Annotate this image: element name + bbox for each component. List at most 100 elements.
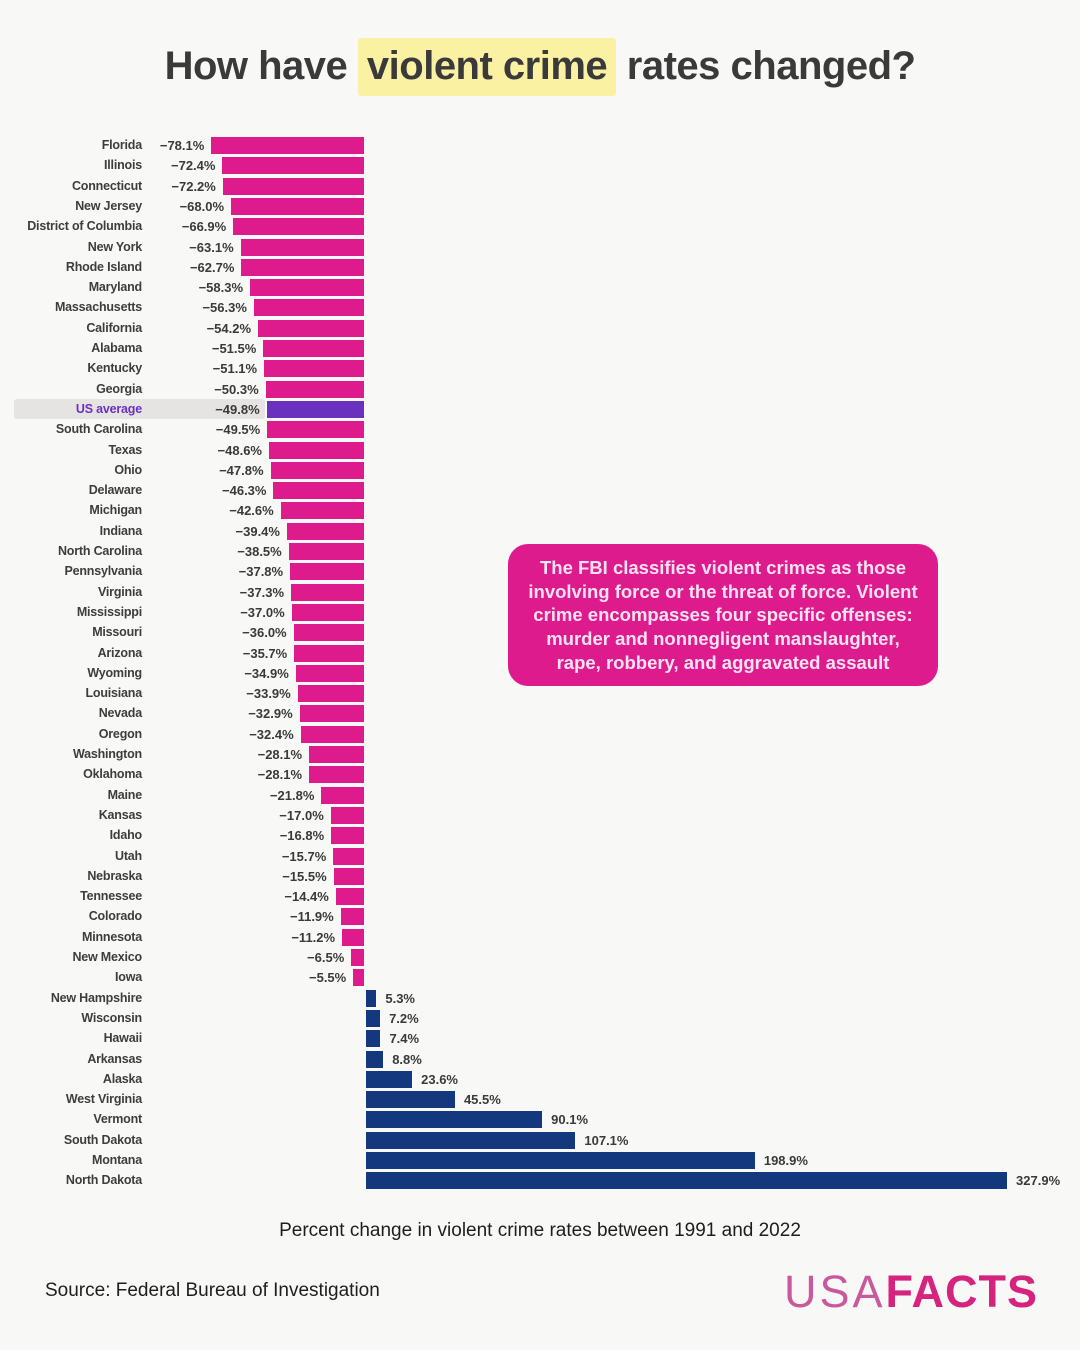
fbi-definition-text: The FBI classifies violent crimes as tho… <box>528 556 918 673</box>
bar-label: Indiana <box>99 523 143 538</box>
bar-label: Ohio <box>114 462 142 477</box>
bar <box>366 1009 381 1027</box>
bar-label: Florida <box>101 138 142 152</box>
bar-value-label: −56.3% <box>202 300 247 316</box>
bar-value-label: −32.4% <box>249 726 294 742</box>
bar-label: Arkansas <box>87 1051 142 1066</box>
bar-label: West Virginia <box>65 1092 142 1107</box>
bar <box>309 746 364 763</box>
bar-value-label: −72.4% <box>171 158 216 174</box>
bar-value-label: −34.9% <box>244 665 289 681</box>
bar-value-label: −21.8% <box>269 787 315 803</box>
bar-value-label: −37.0% <box>240 604 285 620</box>
bar <box>366 1172 1008 1190</box>
bar-label: New Mexico <box>72 950 142 964</box>
bar-label: Hawaii <box>103 1031 143 1046</box>
bar-label: Colorado <box>88 909 142 924</box>
bar-label: North Carolina <box>57 544 142 558</box>
bar <box>295 664 364 682</box>
bar-label: South Dakota <box>63 1132 142 1147</box>
bar-label: New Jersey <box>75 198 142 213</box>
bar-label: Connecticut <box>71 178 142 193</box>
bar-value-label: −63.1% <box>189 239 234 255</box>
bar-value-label: −28.1% <box>257 747 303 762</box>
bar-label: Georgia <box>96 381 142 396</box>
bar-value-label: −51.5% <box>211 341 257 356</box>
bar <box>331 827 364 845</box>
bar <box>330 806 364 824</box>
bar-label: Virginia <box>97 584 142 599</box>
bar <box>241 258 364 276</box>
bar-label: Nebraska <box>87 868 142 883</box>
bar-label: Texas <box>108 442 142 457</box>
bar-value-label: −38.5% <box>237 544 282 559</box>
title-suffix: rates changed? <box>616 44 916 88</box>
bar-value-label: −32.9% <box>248 706 293 722</box>
bar <box>291 583 364 601</box>
bar-label: Tennessee <box>80 889 142 904</box>
bar-value-label: −50.3% <box>214 381 259 397</box>
bar-value-label: −6.5% <box>307 950 345 965</box>
bar-value-label: −49.8% <box>215 401 260 417</box>
bar-label: Vermont <box>93 1112 142 1127</box>
bar-value-label: −14.4% <box>284 889 329 905</box>
bar <box>233 218 364 236</box>
bar-value-label: −42.6% <box>229 503 274 519</box>
bar <box>335 888 364 906</box>
bar <box>264 360 364 378</box>
bar-label: Montana <box>92 1153 142 1167</box>
bar <box>366 1131 576 1149</box>
bar-value-label: 90.1% <box>551 1112 589 1128</box>
bar-value-label: −17.0% <box>279 807 324 823</box>
bar <box>351 949 364 966</box>
bar-label: Maine <box>107 787 143 802</box>
bar-label: New Hampshire <box>50 990 142 1005</box>
bar-label: Mississippi <box>76 604 142 619</box>
usafacts-logo: USAFACTS <box>784 1266 1038 1318</box>
bar-label: California <box>86 320 142 335</box>
bar <box>253 299 364 317</box>
bar-value-label: 198.9% <box>763 1153 808 1168</box>
bar <box>273 482 364 500</box>
bar-value-label: −48.6% <box>217 442 262 458</box>
bar-value-label: −15.5% <box>282 868 327 884</box>
bar-label: North Dakota <box>65 1173 142 1188</box>
bar <box>291 603 364 621</box>
page-title: How have violent crime rates changed? <box>0 38 1080 96</box>
bar <box>286 522 364 540</box>
bar <box>366 1152 755 1169</box>
bar-label: Illinois <box>104 158 142 173</box>
bar-value-label: 327.9% <box>1016 1173 1061 1189</box>
bar-label: Kentucky <box>87 361 142 376</box>
bar-label: Wisconsin <box>81 1010 142 1025</box>
bar <box>333 867 364 885</box>
bar-label: Delaware <box>88 483 142 498</box>
usafacts-logo-facts: FACTS <box>885 1266 1038 1317</box>
bar <box>366 1091 455 1109</box>
bar-label: Idaho <box>109 828 143 843</box>
bar-value-label: −58.3% <box>198 280 244 296</box>
bar-label: Wyoming <box>87 665 142 680</box>
bar <box>353 969 364 987</box>
bar-value-label: 45.5% <box>463 1092 501 1108</box>
bar-label: South Carolina <box>55 422 142 437</box>
bar <box>300 725 364 743</box>
bar <box>258 319 364 337</box>
bar-value-label: −35.7% <box>242 645 288 661</box>
bar <box>280 502 364 520</box>
us-average-row-highlight <box>14 399 265 420</box>
bar-value-label: −37.3% <box>239 584 285 600</box>
bar-label: Oregon <box>98 726 142 741</box>
bar-label: Oklahoma <box>83 767 142 782</box>
usafacts-logo-usa: USA <box>783 1266 886 1317</box>
bar-label: District of Columbia <box>27 219 142 234</box>
bar-label: Utah <box>115 848 142 863</box>
bar-value-label: −66.9% <box>181 219 227 235</box>
bar <box>270 461 364 479</box>
bar <box>222 177 364 195</box>
bar <box>267 421 364 439</box>
title-highlight: violent crime <box>357 38 617 96</box>
bar-value-label: −15.7% <box>281 848 327 864</box>
bar <box>309 766 364 784</box>
bar-label: Pennsylvania <box>64 564 142 579</box>
